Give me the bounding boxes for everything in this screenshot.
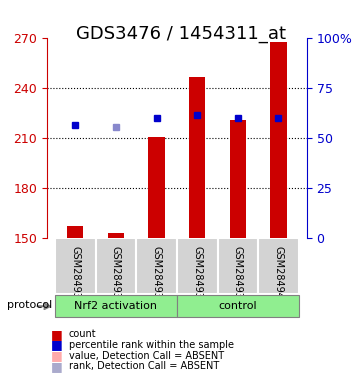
Bar xyxy=(270,42,287,238)
FancyBboxPatch shape xyxy=(55,238,96,294)
Text: count: count xyxy=(69,329,96,339)
FancyBboxPatch shape xyxy=(55,295,177,318)
Text: GSM284939: GSM284939 xyxy=(233,247,243,305)
Text: value, Detection Call = ABSENT: value, Detection Call = ABSENT xyxy=(69,351,224,361)
Text: percentile rank within the sample: percentile rank within the sample xyxy=(69,340,234,350)
Text: GDS3476 / 1454311_at: GDS3476 / 1454311_at xyxy=(75,25,286,43)
Bar xyxy=(189,77,205,238)
Text: GSM284938: GSM284938 xyxy=(192,247,202,305)
Bar xyxy=(230,120,246,238)
Text: control: control xyxy=(218,301,257,311)
Bar xyxy=(67,227,83,238)
Text: rank, Detection Call = ABSENT: rank, Detection Call = ABSENT xyxy=(69,361,219,371)
FancyBboxPatch shape xyxy=(96,238,136,294)
Text: Nrf2 activation: Nrf2 activation xyxy=(74,301,157,311)
Text: ■: ■ xyxy=(51,328,62,341)
Text: GSM284935: GSM284935 xyxy=(70,247,81,306)
Text: GSM284940: GSM284940 xyxy=(273,247,283,305)
Text: ■: ■ xyxy=(51,360,62,373)
Bar xyxy=(148,137,165,238)
Text: GSM284936: GSM284936 xyxy=(111,247,121,305)
Bar xyxy=(108,233,124,238)
FancyBboxPatch shape xyxy=(136,238,177,294)
Text: ■: ■ xyxy=(51,338,62,351)
Text: GSM284937: GSM284937 xyxy=(152,247,162,306)
Text: protocol: protocol xyxy=(7,300,52,310)
FancyBboxPatch shape xyxy=(177,238,217,294)
Text: ■: ■ xyxy=(51,349,62,362)
FancyBboxPatch shape xyxy=(177,295,299,318)
FancyBboxPatch shape xyxy=(258,238,299,294)
FancyBboxPatch shape xyxy=(217,238,258,294)
